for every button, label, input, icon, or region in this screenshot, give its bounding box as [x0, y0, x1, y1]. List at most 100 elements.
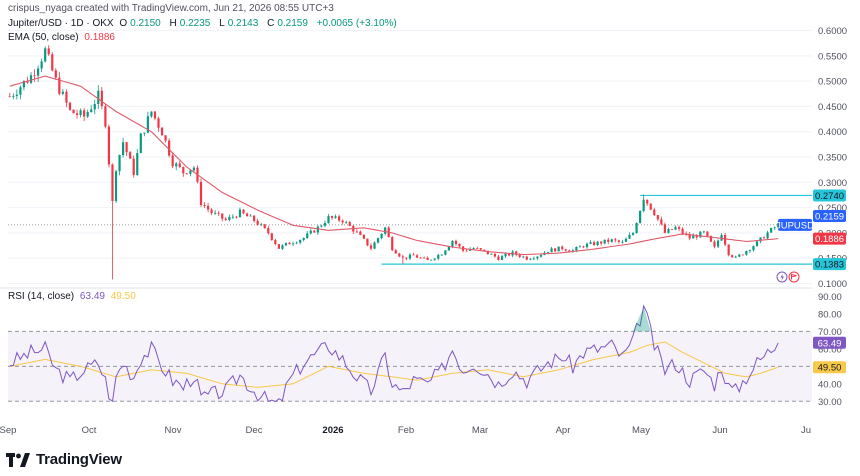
candle [306, 231, 309, 239]
candle-body [564, 249, 567, 251]
candle [369, 243, 373, 251]
candle-body [139, 133, 142, 154]
candle-body [118, 154, 121, 172]
candle [260, 222, 263, 226]
lightning-glyph-icon [780, 273, 784, 281]
time-axis-tick: Oct [82, 425, 97, 436]
rsi-axis-tick: 90.00 [818, 292, 842, 303]
ohlc-low: L 0.2143 [219, 18, 259, 29]
candle [267, 225, 270, 235]
rsi-value: 63.49 [79, 291, 105, 302]
candle-body [603, 239, 606, 244]
candle [624, 237, 628, 242]
candle-body [741, 254, 744, 256]
candle [29, 72, 33, 84]
price-tag-text: 0.2159 [815, 212, 844, 223]
candle [253, 215, 256, 223]
candle-body [674, 227, 677, 230]
tradingview-logo[interactable]: TradingView [6, 451, 122, 468]
candle-body [221, 213, 224, 219]
candle-body [12, 96, 15, 97]
rsi-axis-tick: 40.00 [818, 379, 842, 390]
candle [345, 220, 348, 224]
candle-body [617, 240, 620, 242]
candle-body [430, 259, 433, 261]
candle-body [65, 91, 68, 103]
candle [773, 226, 776, 231]
candle [143, 132, 146, 137]
candle-body [550, 248, 553, 253]
candle [121, 138, 125, 158]
candle-body [415, 255, 419, 258]
candle-body [458, 244, 461, 247]
candle [716, 239, 720, 249]
candle-body [245, 213, 249, 217]
ema-line [9, 75, 779, 256]
candle-body [507, 253, 511, 256]
candle [649, 203, 652, 211]
candle-body [522, 256, 525, 258]
candle-body [773, 227, 776, 229]
credit-line: crispus_nyaga created with TradingView.c… [8, 3, 337, 14]
candle-body [295, 242, 298, 244]
candle-body [663, 224, 667, 233]
rsi-ma-value: 49.50 [110, 291, 136, 302]
price-axis-tick: 0.2500 [818, 203, 847, 214]
candle [320, 224, 323, 228]
candle-body [306, 233, 309, 238]
candle [405, 257, 408, 261]
candle [748, 249, 751, 253]
candle [458, 243, 461, 249]
candle-body [699, 231, 702, 238]
ema-legend[interactable]: EMA (50, close) 0.1886 [8, 32, 118, 43]
candle [585, 242, 589, 249]
candle-body [146, 116, 149, 133]
candle [100, 86, 103, 110]
time-axis-tick: Nov [165, 425, 182, 436]
candle [359, 230, 362, 236]
candle-body [493, 253, 497, 257]
candle-body [571, 250, 574, 252]
candle-body [253, 215, 256, 221]
candle [614, 237, 617, 243]
candle [433, 258, 436, 261]
rsi-tag-bg [813, 336, 846, 349]
candle [51, 51, 54, 72]
candle [592, 240, 596, 246]
candle [171, 152, 174, 169]
candle-body [29, 75, 33, 83]
candle [663, 222, 667, 234]
candle-body [26, 80, 29, 83]
candle-body [649, 203, 652, 210]
candle-body [206, 205, 210, 210]
candle-body [214, 212, 217, 214]
candle-body [359, 231, 362, 235]
candle [242, 209, 245, 215]
candle [628, 232, 631, 240]
price-tag: 0.2159 [813, 210, 846, 223]
candle-body [15, 94, 18, 97]
price-tag: 0.1886 [813, 232, 846, 245]
candle [221, 213, 224, 222]
candle-body [376, 238, 380, 243]
candle [770, 227, 773, 233]
candle-body [33, 75, 36, 77]
candle-body [299, 239, 302, 243]
time-axis-tick: 2026 [322, 425, 343, 436]
symbol-title[interactable]: Jupiter/USD · 1D · OKX [8, 18, 114, 29]
candle-body [164, 135, 167, 141]
price-tag-bg [813, 189, 846, 202]
time-axis-tick: Feb [398, 425, 414, 436]
candle-body [313, 230, 316, 233]
candle-body [274, 239, 277, 245]
rsi-legend[interactable]: RSI (14, close) 63.49 49.50 [8, 291, 139, 302]
rsi-axis-tick: 70.00 [818, 327, 842, 338]
candle [454, 239, 458, 247]
candle [582, 245, 585, 249]
candle [660, 216, 663, 226]
rsi-overbought-fill [633, 306, 651, 332]
ohlc-change: +0.0065 (+3.10%) [316, 18, 397, 29]
price-tag-text: 0.1886 [815, 234, 844, 245]
candle-body [277, 244, 281, 249]
